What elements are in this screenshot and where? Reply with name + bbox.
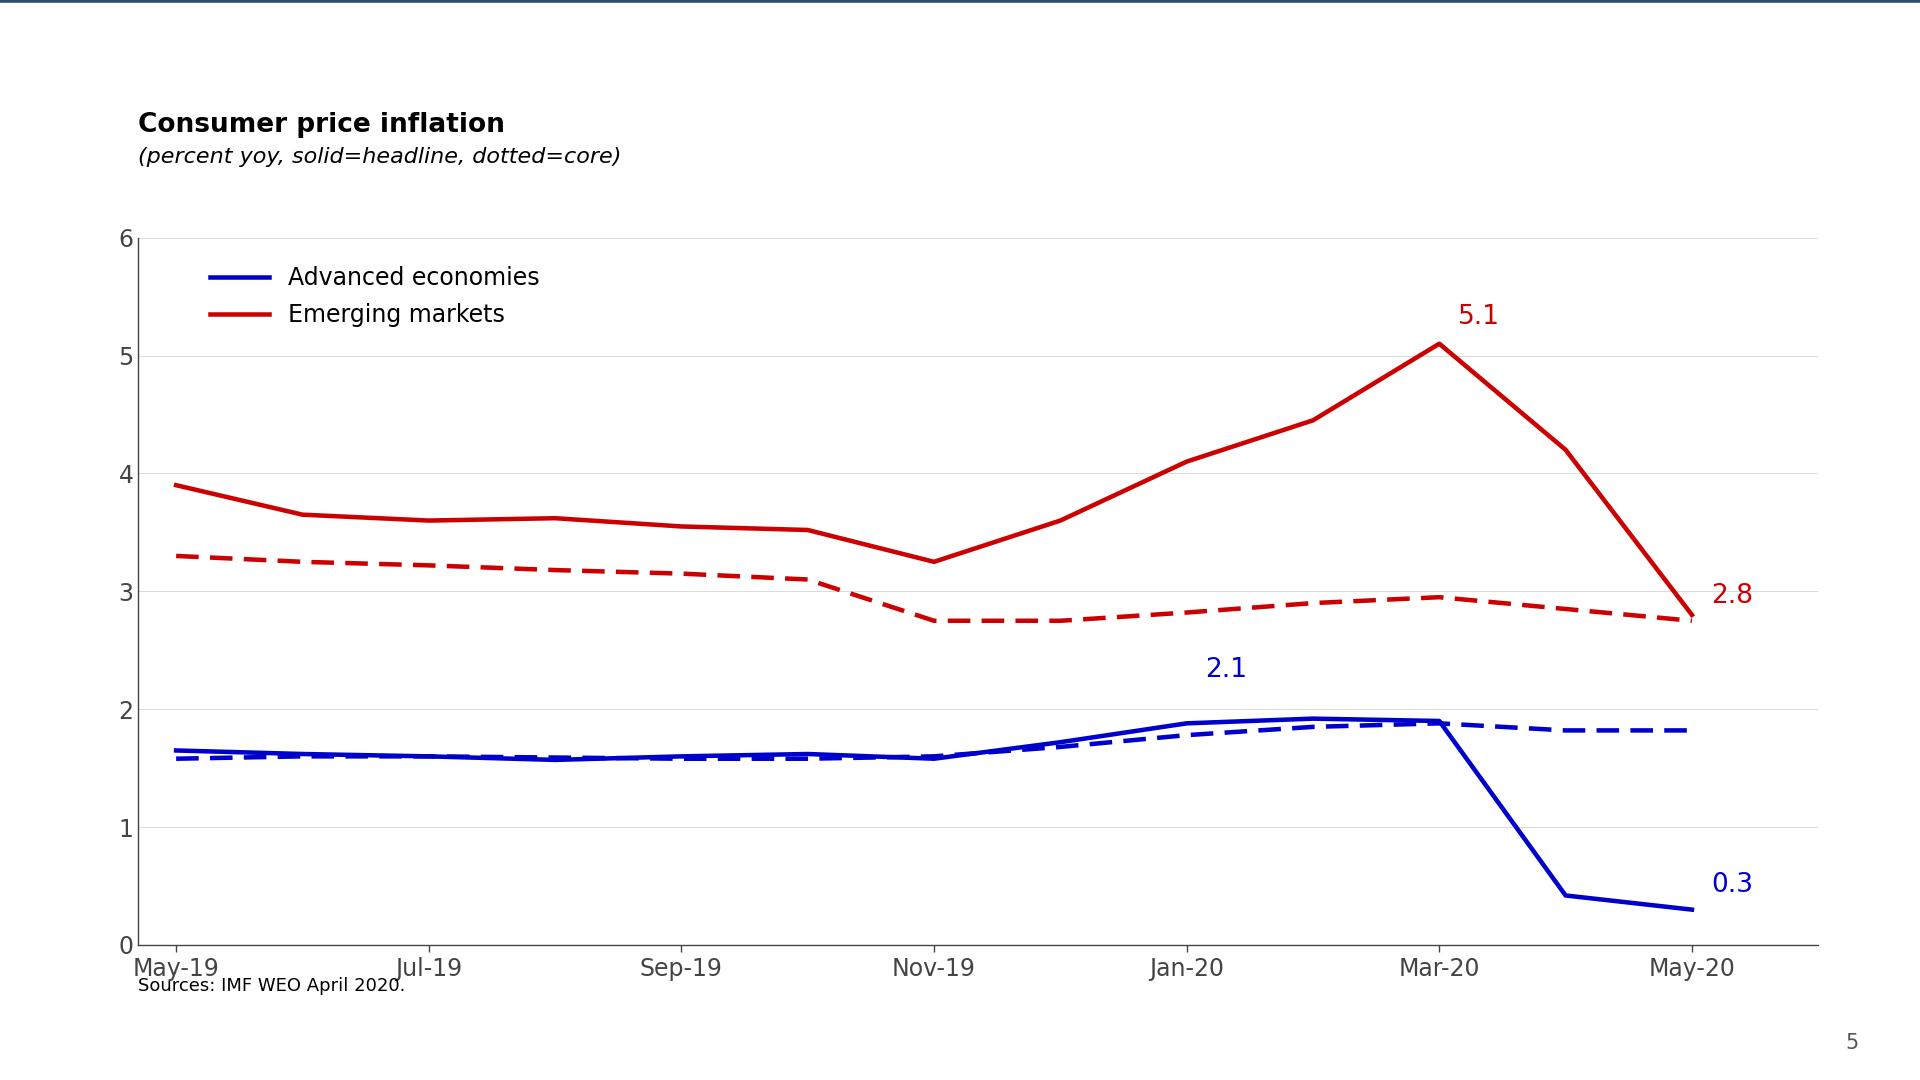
Text: Sources: IMF WEO April 2020.: Sources: IMF WEO April 2020. (138, 977, 405, 996)
Text: 5: 5 (1845, 1032, 1859, 1053)
Text: 0.3: 0.3 (1711, 872, 1753, 897)
Text: 5.1: 5.1 (1459, 303, 1500, 329)
Text: Consumer price inflation: Consumer price inflation (138, 112, 505, 138)
Text: (percent yoy, solid=headline, dotted=core): (percent yoy, solid=headline, dotted=cor… (138, 147, 622, 167)
Legend: Advanced economies, Emerging markets: Advanced economies, Emerging markets (200, 256, 549, 336)
Text: Consumer price inflation has fallen: Consumer price inflation has fallen (465, 35, 1455, 83)
Text: 2.1: 2.1 (1206, 658, 1248, 684)
Text: 2.8: 2.8 (1711, 583, 1753, 609)
